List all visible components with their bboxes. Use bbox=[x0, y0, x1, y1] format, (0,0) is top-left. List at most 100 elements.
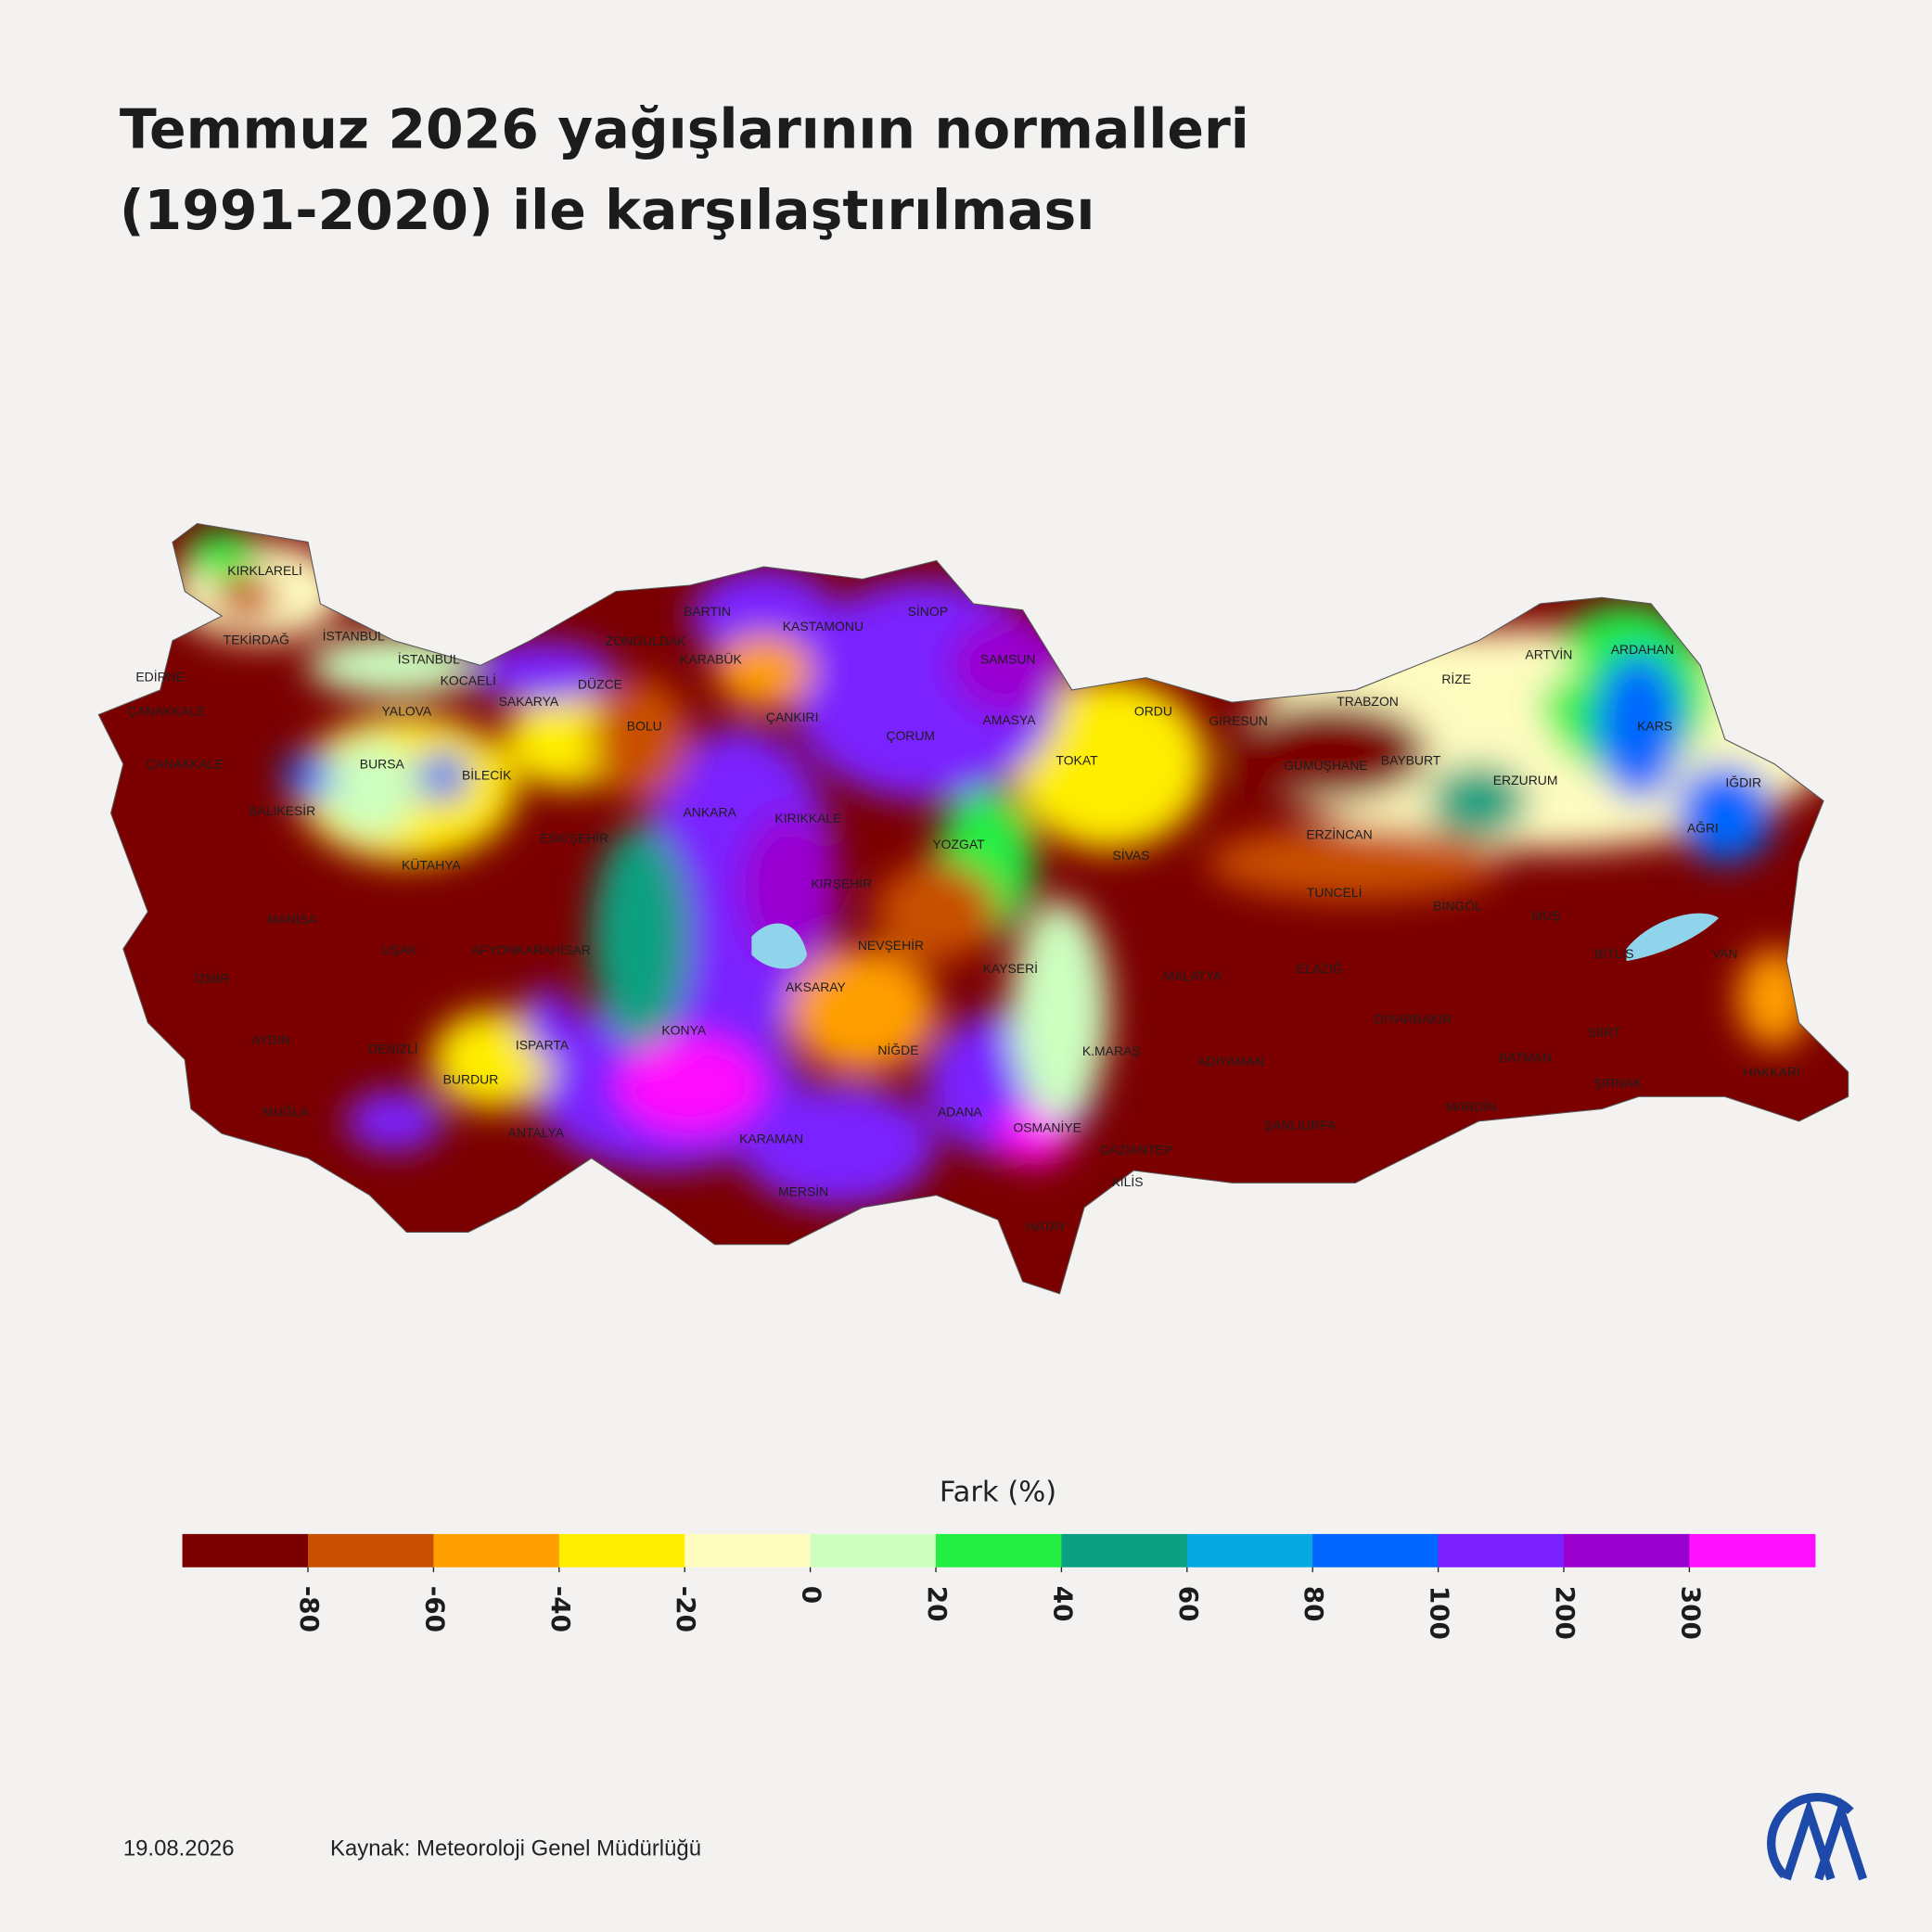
province-label: KARS bbox=[1637, 718, 1672, 733]
legend-swatch bbox=[685, 1533, 812, 1567]
province-label: YALOVA bbox=[382, 704, 432, 719]
province-label: İSTANBUL bbox=[398, 651, 460, 667]
province-label: KÜTAHYA bbox=[402, 857, 461, 873]
province-label: ÇANKIRI bbox=[766, 710, 819, 724]
province-label: DİYARBAKIR bbox=[1375, 1011, 1452, 1027]
legend-tick-label: -40 bbox=[545, 1586, 576, 1632]
legend-swatch bbox=[1689, 1533, 1816, 1567]
province-label: KIRŞEHİR bbox=[811, 876, 872, 891]
province-label: BİNGÖL bbox=[1433, 897, 1482, 913]
province-label: BAYBURT bbox=[1381, 753, 1441, 768]
province-label: BİTLİS bbox=[1594, 945, 1634, 961]
province-label: GİRESUN bbox=[1209, 712, 1268, 728]
province-label: KARAMAN bbox=[739, 1131, 803, 1145]
province-label: SİVAS bbox=[1112, 847, 1149, 863]
precip-map bbox=[98, 523, 1849, 1294]
legend-swatch bbox=[810, 1533, 937, 1567]
province-label: BALIKESİR bbox=[249, 802, 315, 818]
legend-tick-label: -60 bbox=[419, 1586, 450, 1632]
province-labels: KIRKLARELİ TEKİRDAĞ İSTANBUL EDİRNE İSTANBUL… bbox=[128, 562, 1800, 1234]
province-label: ARDAHAN bbox=[1611, 642, 1674, 657]
legend-tick-label: 60 bbox=[1173, 1586, 1204, 1622]
province-label: KİLİS bbox=[1111, 1173, 1143, 1189]
province-label: GAZİANTEP bbox=[1099, 1141, 1172, 1157]
province-label: ÇANAKKALE bbox=[128, 704, 206, 719]
province-label: ARTVİN bbox=[1525, 646, 1572, 661]
province-label: KIRIKKALE bbox=[774, 811, 841, 825]
province-label: BARTIN bbox=[684, 604, 731, 619]
province-label: BATMAN bbox=[1499, 1050, 1552, 1065]
province-label: MERSİN bbox=[778, 1184, 828, 1199]
province-label: MARDİN bbox=[1446, 1098, 1497, 1114]
legend-swatch bbox=[558, 1533, 685, 1567]
province-label: HAKKARİ bbox=[1744, 1064, 1800, 1080]
legend-tick-label: 100 bbox=[1425, 1586, 1455, 1640]
province-label: ÇANAKKALE bbox=[146, 757, 224, 772]
province-label: AMASYA bbox=[982, 712, 1036, 727]
legend-tick-label: -20 bbox=[671, 1586, 701, 1632]
salt-lake bbox=[751, 923, 808, 969]
legend-tick-label: 0 bbox=[797, 1586, 827, 1604]
province-label: BURSA bbox=[360, 757, 405, 772]
province-label: KONYA bbox=[661, 1023, 706, 1038]
province-label: K.MARAŞ bbox=[1082, 1043, 1141, 1058]
title-line: Temmuz 2026 yağışlarının normalleri bbox=[120, 97, 1249, 160]
province-label: DENİZLİ bbox=[368, 1041, 417, 1056]
province-label: KOCAELİ bbox=[441, 672, 496, 687]
province-label: UŞAK bbox=[381, 942, 417, 957]
province-label: KAYSERİ bbox=[983, 960, 1038, 976]
province-label: NİĞDE bbox=[877, 1042, 918, 1057]
province-label: ŞIRNAK bbox=[1593, 1076, 1643, 1091]
legend-tick-label: 40 bbox=[1047, 1586, 1078, 1622]
province-label: MUĞLA bbox=[262, 1104, 309, 1119]
legend-swatch bbox=[433, 1533, 560, 1567]
province-label: RİZE bbox=[1441, 671, 1471, 686]
legend-tick-label: 200 bbox=[1550, 1586, 1580, 1640]
province-label: SAMSUN bbox=[980, 652, 1036, 667]
province-label: GÜMÜŞHANE bbox=[1284, 757, 1368, 773]
province-label: MANİSA bbox=[267, 911, 317, 927]
province-label: ŞANLIURFA bbox=[1264, 1118, 1337, 1132]
source: Kaynak: Meteoroloji Genel Müdürlüğü bbox=[330, 1836, 701, 1862]
legend: -80 -60 -40 -20 0 20 40 60 80 100 200 300 bbox=[182, 1533, 1816, 1640]
province-label: TOKAT bbox=[1056, 753, 1098, 768]
province-label: İZMİR bbox=[195, 970, 230, 986]
province-label: AYDIN bbox=[251, 1032, 290, 1047]
province-label: BİLECİK bbox=[462, 767, 512, 783]
province-label: OSMANİYE bbox=[1013, 1120, 1081, 1135]
legend-tick-label: 80 bbox=[1299, 1586, 1329, 1622]
province-label: KASTAMONU bbox=[783, 619, 864, 633]
province-label: MALATYA bbox=[1163, 968, 1222, 983]
province-label: ELAZIĞ bbox=[1297, 961, 1343, 976]
legend-swatch bbox=[1061, 1533, 1188, 1567]
province-label: ADANA bbox=[938, 1104, 983, 1119]
aa-logo bbox=[1767, 1792, 1868, 1881]
province-label: ZONGULDAK bbox=[606, 633, 686, 648]
province-label: IĞDIR bbox=[1725, 775, 1761, 790]
province-label: MUŞ bbox=[1532, 908, 1561, 923]
lake-van bbox=[1626, 913, 1720, 962]
legend-swatch bbox=[936, 1533, 1063, 1567]
legend-swatch bbox=[1186, 1533, 1313, 1567]
province-label: ADIYAMAN bbox=[1197, 1054, 1264, 1068]
province-label: KIRKLARELİ bbox=[227, 562, 302, 578]
legend-swatch bbox=[1563, 1533, 1691, 1567]
province-label: EDİRNE bbox=[135, 668, 185, 684]
province-label: ERZİNCAN bbox=[1306, 825, 1372, 841]
province-label: AFYONKARAHİSAR bbox=[471, 941, 591, 957]
province-label: TUNCELİ bbox=[1307, 884, 1363, 900]
province-label: YOZGAT bbox=[932, 837, 985, 851]
country-outline bbox=[97, 523, 1849, 1295]
province-label: AĞRI bbox=[1687, 821, 1719, 836]
legend-swatch bbox=[182, 1533, 309, 1567]
title-line: (1991-2020) ile karşılaştırılması bbox=[120, 179, 1095, 242]
province-label: İSTANBUL bbox=[323, 627, 385, 643]
province-label: ÇORUM bbox=[886, 728, 935, 743]
province-label: BOLU bbox=[627, 718, 662, 733]
province-label: BURDUR bbox=[443, 1072, 499, 1087]
province-label: SİNOP bbox=[908, 603, 948, 619]
date: 19.08.2026 bbox=[123, 1836, 235, 1862]
province-label: KARABÜK bbox=[680, 651, 742, 667]
province-label: NEVŞEHİR bbox=[858, 937, 924, 953]
